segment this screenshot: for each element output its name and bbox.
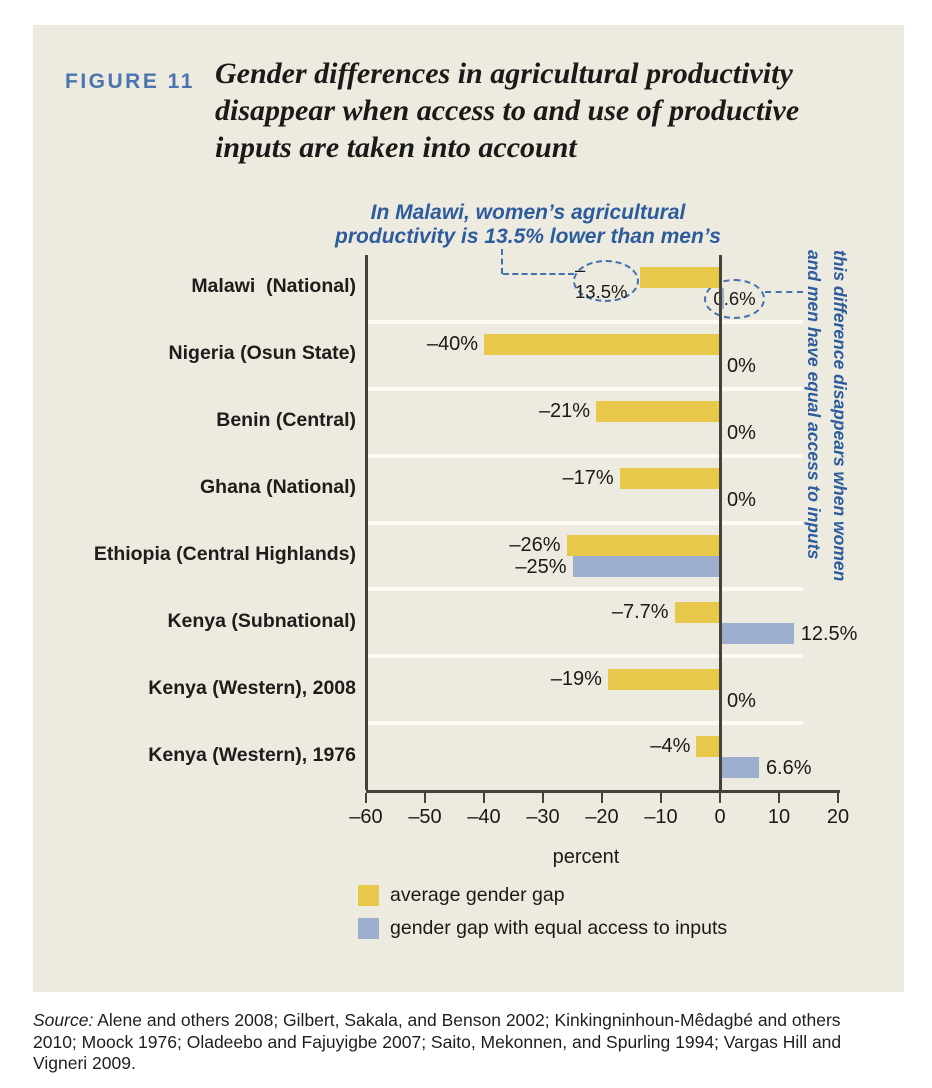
equal-access-value: 0% — [727, 422, 756, 445]
source-text: Alene and others 2008; Gilbert, Sakala, … — [33, 1010, 842, 1073]
equal-access-bar — [720, 622, 794, 644]
x-axis-line — [366, 790, 840, 793]
figure-title: Gender differences in agricultural produ… — [215, 57, 800, 164]
equal-access-annotation-text: this difference disappears when women an… — [804, 250, 850, 582]
callout-connector-horizontal — [503, 273, 574, 275]
x-axis-tick — [542, 793, 544, 803]
category-label: Nigeria (Osun State) — [168, 342, 356, 365]
equal-access-value: 6.6% — [765, 756, 812, 779]
gender-gap-bar — [696, 735, 720, 757]
source-label: Source: — [33, 1010, 94, 1030]
x-axis-tick-label: 10 — [767, 806, 791, 828]
x-axis-tick — [483, 793, 485, 803]
category-label: Ethiopia (Central Highlands) — [93, 542, 356, 565]
equal-access-value: 0% — [727, 689, 756, 712]
gender-gap-value: –4% — [650, 734, 691, 757]
gender-gap-bar — [484, 334, 720, 356]
x-axis-tick-label: –30 — [526, 806, 560, 828]
category-label: Kenya (Subnational) — [167, 609, 356, 632]
equal-access-value: 0% — [727, 355, 756, 378]
gender-gap-value: –19% — [550, 667, 602, 690]
x-axis-tick — [424, 793, 426, 803]
gender-gap-bar — [596, 401, 720, 423]
legend-label: gender gap with equal access to inputs — [390, 917, 728, 939]
x-axis-tick-label: 0 — [714, 806, 726, 828]
x-axis-tick — [660, 793, 662, 803]
x-axis-tick-label: –60 — [349, 806, 383, 828]
x-axis-title: percent — [552, 846, 620, 868]
row-separator — [366, 587, 803, 592]
row-separator — [366, 721, 803, 726]
source-note: Source: Alene and others 2008; Gilbert, … — [33, 1010, 911, 1075]
legend-label: average gender gap — [390, 884, 565, 906]
x-axis-tick — [778, 793, 780, 803]
x-axis-tick — [837, 793, 839, 803]
category-label: Malawi (National) — [191, 275, 356, 298]
callout-ellipse-gap-value: –13.5% — [573, 259, 639, 302]
x-axis-tick-label: 20 — [826, 806, 850, 828]
legend-swatch — [358, 918, 379, 939]
x-axis-tick — [719, 793, 721, 803]
x-axis-tick — [365, 793, 367, 803]
gender-gap-bar — [619, 468, 720, 490]
malawi-equal-value: 0.6% — [713, 288, 756, 309]
gender-gap-value: –26% — [509, 533, 561, 556]
equal-access-value: 0% — [727, 489, 756, 512]
malawi-gap-value: –13.5% — [575, 259, 628, 302]
category-label: Kenya (Western), 1976 — [148, 743, 356, 766]
y-axis-line — [365, 255, 368, 790]
gender-gap-bar — [566, 534, 720, 556]
gender-gap-value: –40% — [426, 333, 478, 356]
callout-connector-vertical — [501, 249, 503, 274]
x-axis-tick — [601, 793, 603, 803]
legend-swatch — [358, 885, 379, 906]
row-separator — [366, 520, 803, 525]
x-axis-tick-label: –50 — [408, 806, 442, 828]
gender-gap-bar — [674, 601, 720, 623]
gender-gap-bar — [640, 267, 720, 289]
gender-gap-value: –7.7% — [611, 600, 669, 623]
x-axis-tick-label: –40 — [467, 806, 501, 828]
gender-gap-bar — [607, 668, 720, 690]
malawi-annotation-text: In Malawi, women’s agricultural producti… — [335, 201, 721, 248]
category-label: Ghana (National) — [199, 476, 356, 499]
row-separator — [366, 319, 803, 324]
row-separator — [366, 453, 803, 458]
x-axis-tick-label: –10 — [644, 806, 678, 828]
row-separator — [366, 654, 803, 659]
equal-access-bar — [720, 756, 759, 778]
row-separator — [366, 386, 803, 391]
category-label: Benin (Central) — [216, 409, 356, 432]
gender-gap-value: –21% — [538, 400, 591, 423]
equal-access-value: 12.5% — [800, 622, 858, 645]
equal-access-bar — [720, 288, 724, 310]
category-label: Kenya (Western), 2008 — [148, 676, 356, 699]
equal-access-bar — [572, 555, 720, 577]
x-axis-tick-label: –20 — [585, 806, 619, 828]
equal-access-value: –25% — [515, 555, 567, 578]
zero-line — [718, 255, 722, 790]
figure-card-background — [33, 25, 904, 992]
figure-number-label: FIGURE 11 — [65, 70, 195, 93]
callout-ellipse-equal-value: 0.6% — [704, 279, 765, 319]
callout-connector-to-side-note — [765, 291, 803, 293]
gender-gap-value: –17% — [562, 467, 614, 490]
